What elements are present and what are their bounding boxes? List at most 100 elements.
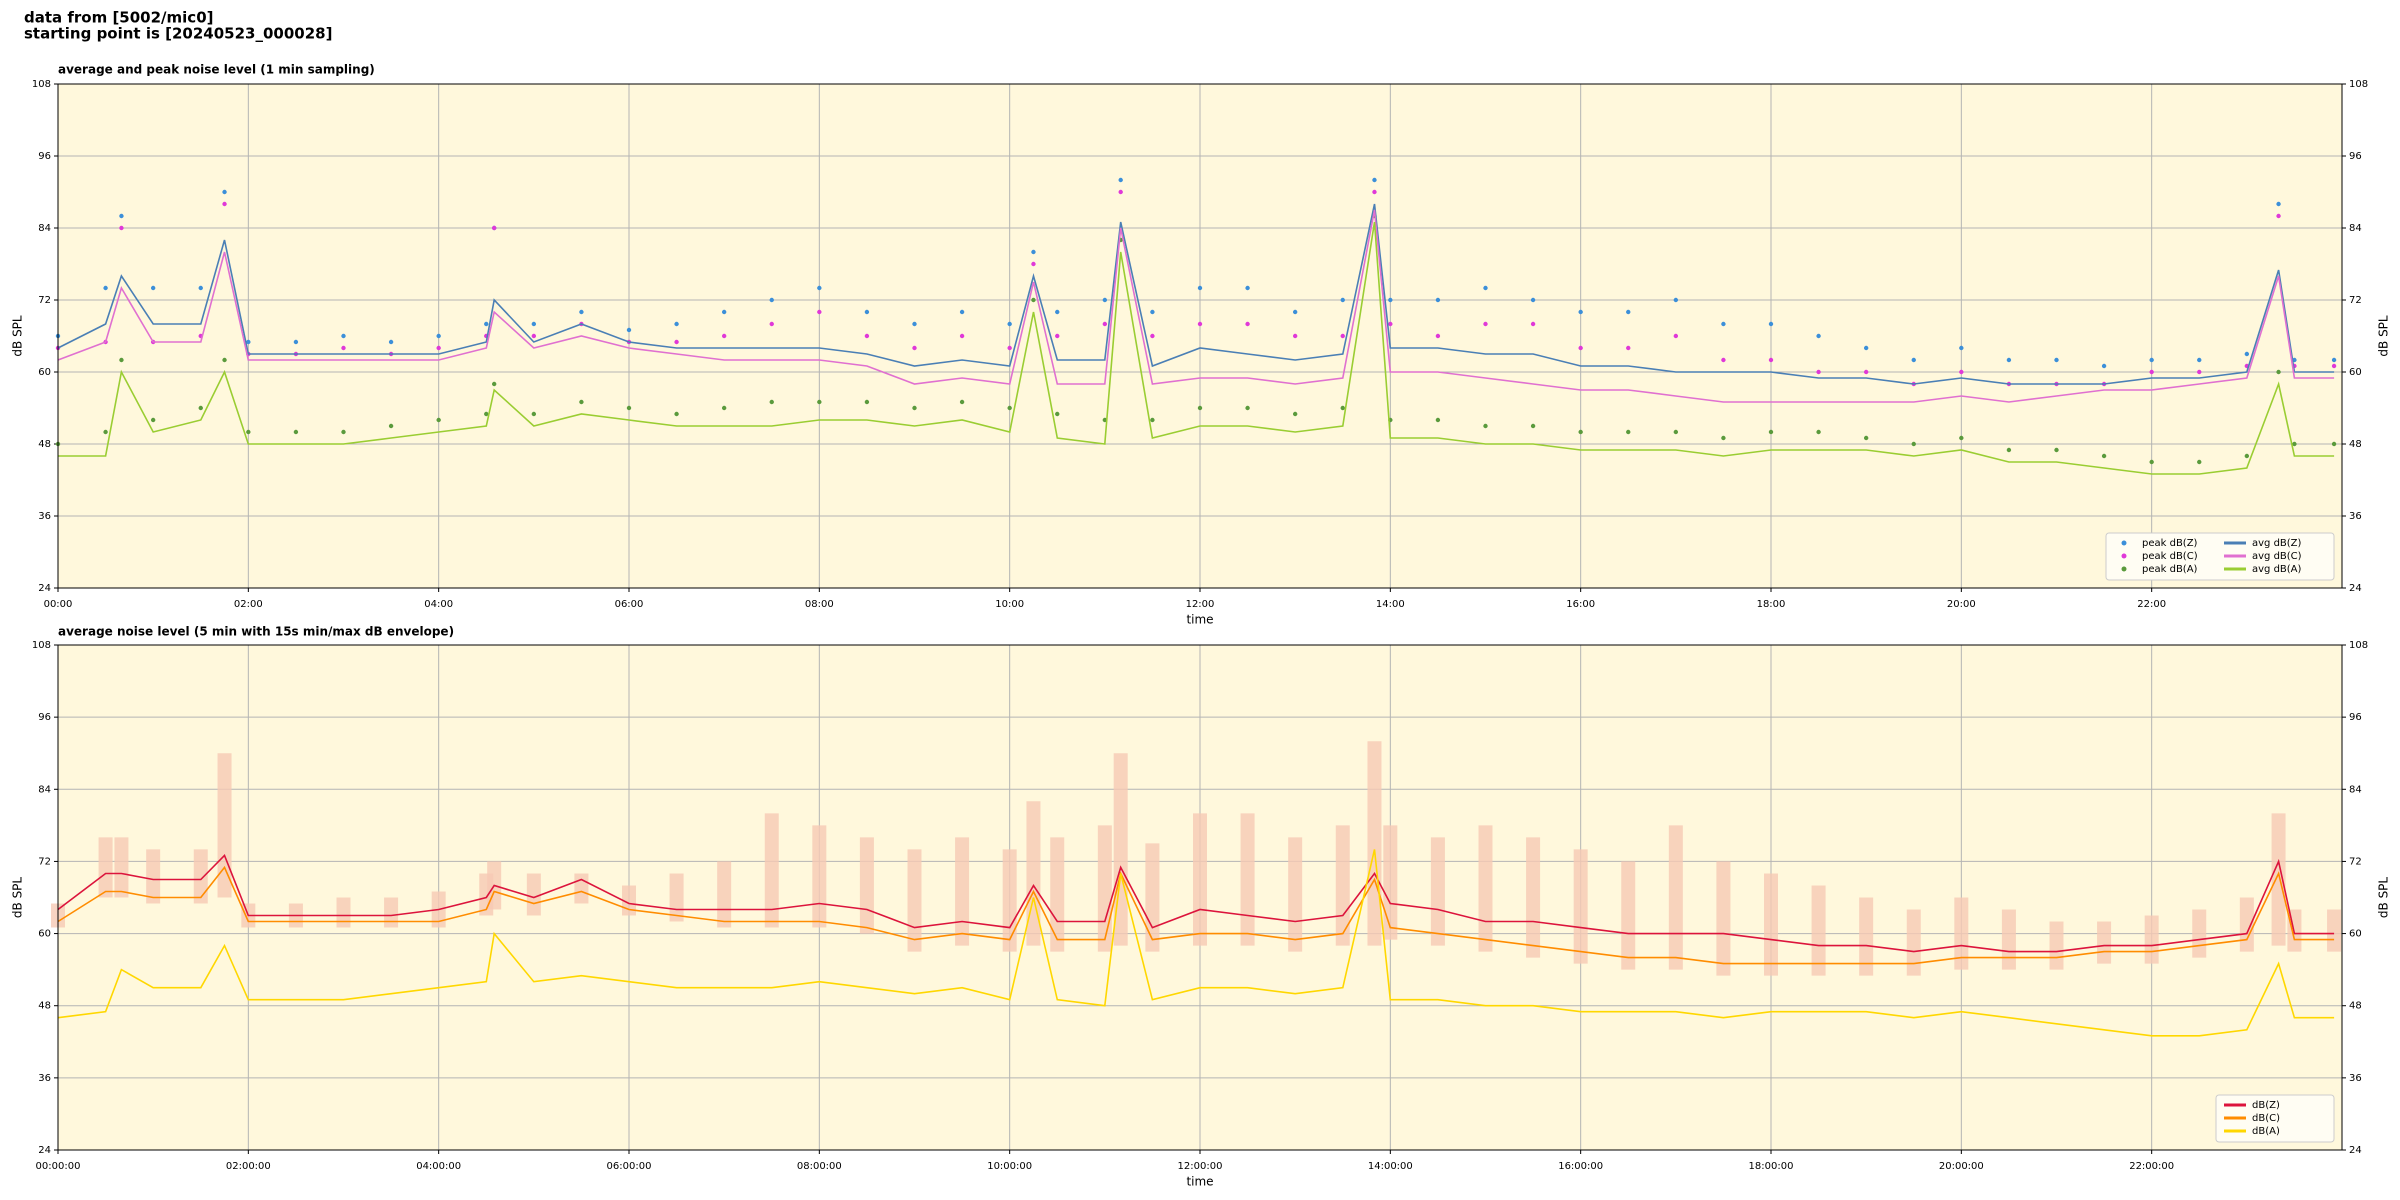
y-tick-label: 108 [32, 79, 51, 90]
x-tick-label: 00:00 [44, 599, 73, 610]
y-tick-label: 36 [38, 511, 51, 522]
peak-dot [1292, 309, 1298, 315]
peak-dot [2149, 459, 2154, 465]
peak-dot [1435, 297, 1441, 303]
peak-dot [150, 285, 156, 291]
panel-title: average and peak noise level (1 min samp… [58, 63, 375, 77]
peak-dot [1007, 321, 1012, 327]
x-tick-label: 22:00:00 [2129, 1161, 2174, 1172]
peak-dot [1388, 297, 1393, 303]
peak-dot [2331, 363, 2337, 369]
series-line [57, 853, 2335, 953]
y-tick-label: 24 [38, 1145, 51, 1156]
peak-dot [864, 309, 870, 315]
peak-dot [1483, 285, 1488, 291]
peak-dot [436, 417, 441, 423]
peak-dot [1863, 435, 1869, 441]
peak-dot [817, 309, 822, 315]
y-tick-label: 84 [2349, 784, 2362, 795]
peak-dot [198, 285, 203, 291]
series-line [57, 849, 2335, 1037]
peak-dot [1197, 405, 1203, 411]
y-axis-label: dB SPL [2377, 315, 2391, 357]
peak-dot [1673, 429, 1679, 435]
peak-dot [1483, 423, 1488, 429]
peak-dot [436, 333, 441, 339]
peak-dot [1245, 285, 1250, 291]
plot-frame [57, 83, 2343, 589]
x-tick-label: 16:00 [1566, 599, 1595, 610]
y-tick-label: 48 [2349, 439, 2362, 450]
peak-dot [491, 225, 497, 231]
peak-dot [1673, 333, 1679, 339]
peak-dot [388, 423, 394, 429]
peak-dot [1435, 333, 1441, 339]
peak-dot [2276, 213, 2281, 219]
y-axis-label: dB SPL [11, 877, 25, 919]
peak-dot [388, 339, 394, 345]
peak-dot [1626, 429, 1631, 435]
peak-dot [2276, 369, 2281, 375]
x-tick-label: 04:00 [424, 599, 453, 610]
x-tick-label: 12:00 [1186, 599, 1215, 610]
legend-marker [2121, 566, 2127, 572]
y-tick-label: 36 [2349, 511, 2362, 522]
legend-label: dB(Z) [2252, 1100, 2280, 1111]
panel-title: average noise level (5 min with 15s min/… [58, 625, 454, 639]
panel: average noise level (5 min with 15s min/… [11, 625, 2391, 1189]
peak-dot [959, 333, 965, 339]
y-axis-label: dB SPL [11, 315, 25, 357]
peak-dot [2101, 453, 2107, 459]
peak-dot [1816, 369, 1821, 375]
peak-dot [1340, 297, 1345, 303]
peak-dot [1530, 321, 1536, 327]
peak-dot [1768, 357, 1774, 363]
peak-dot [912, 321, 917, 327]
y-tick-label: 48 [2349, 1001, 2362, 1012]
y-tick-label: 36 [2349, 1073, 2362, 1084]
peak-dot [1340, 405, 1345, 411]
peak-dot [864, 399, 870, 405]
peak-dot [1863, 369, 1869, 375]
peak-dot [2197, 357, 2202, 363]
peak-dot [1197, 285, 1203, 291]
x-tick-label: 12:00:00 [1178, 1161, 1223, 1172]
y-tick-label: 108 [2349, 79, 2368, 90]
peak-dot [674, 321, 679, 327]
peak-dot [1578, 345, 1583, 351]
x-tick-label: 08:00 [805, 599, 834, 610]
peak-dot [1959, 369, 1964, 375]
peak-dot [1578, 309, 1583, 315]
x-tick-label: 10:00 [995, 599, 1024, 610]
y-tick-label: 24 [38, 583, 51, 594]
y-tick-label: 60 [38, 367, 51, 378]
peak-dot [1007, 405, 1012, 411]
peak-dot [341, 345, 346, 351]
peak-dot [246, 429, 251, 435]
y-tick-label: 96 [2349, 151, 2362, 162]
peak-dot [1911, 441, 1916, 447]
peak-dot [1055, 333, 1060, 339]
header-line: data from [5002/mic0] [24, 9, 214, 27]
x-tick-label: 20:00 [1947, 599, 1976, 610]
x-tick-label: 14:00:00 [1368, 1161, 1413, 1172]
peak-dot [1292, 411, 1298, 417]
legend-label: peak dB(Z) [2142, 538, 2198, 549]
peak-dot [1911, 357, 1916, 363]
peak-dot [222, 189, 227, 195]
peak-dot [1102, 321, 1108, 327]
y-tick-label: 84 [2349, 223, 2362, 234]
y-tick-label: 72 [2349, 295, 2362, 306]
peak-dot [1118, 189, 1123, 195]
peak-dot [817, 399, 822, 405]
peak-dot [912, 405, 917, 411]
y-axis-label: dB SPL [2377, 877, 2391, 919]
peak-dot [2054, 357, 2059, 363]
peak-dot [1721, 435, 1726, 441]
y-tick-label: 108 [2349, 640, 2368, 651]
peak-dot [1959, 435, 1964, 441]
peak-dot [2101, 363, 2107, 369]
peak-dot [959, 399, 965, 405]
peak-dot [1197, 321, 1203, 327]
